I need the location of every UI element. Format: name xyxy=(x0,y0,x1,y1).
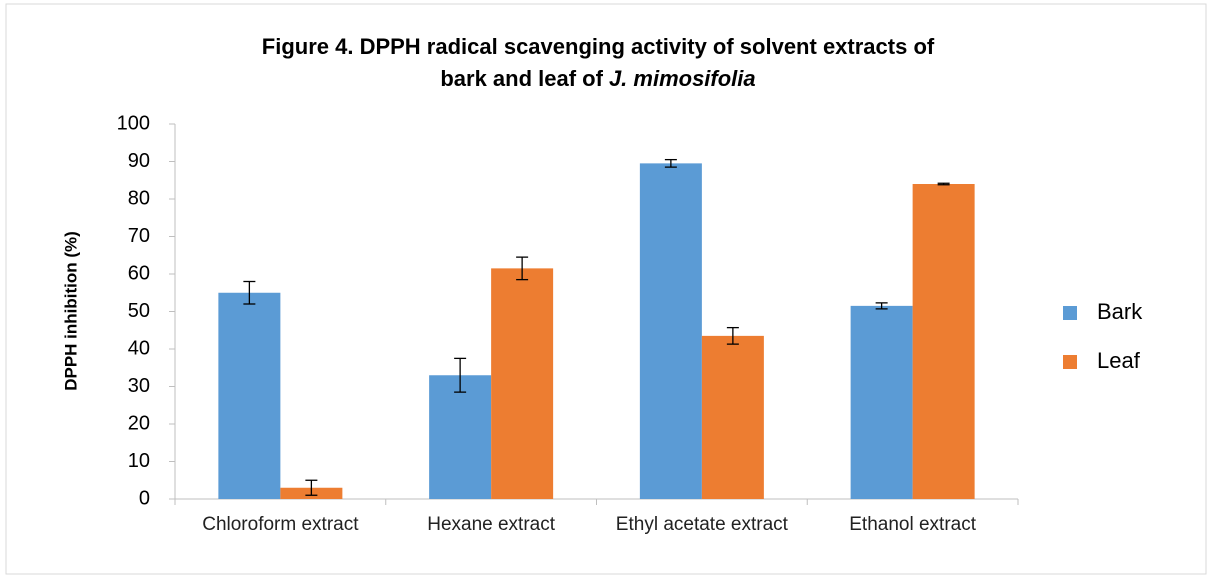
y-tick-label: 100 xyxy=(117,112,150,134)
legend-label: Bark xyxy=(1097,299,1143,324)
chart-title: bark and leaf of J. mimosifolia xyxy=(440,66,755,91)
error-bar xyxy=(516,256,529,281)
legend-swatch xyxy=(1063,355,1077,369)
bar xyxy=(639,163,702,499)
bar xyxy=(491,268,554,499)
error-bar xyxy=(937,182,950,186)
x-tick-label: Hexane extract xyxy=(427,514,556,535)
bar xyxy=(701,335,764,499)
chart-title-part: bark and leaf of xyxy=(440,66,603,91)
error-bar xyxy=(305,479,318,496)
y-tick-label: 70 xyxy=(128,225,150,247)
bar xyxy=(912,184,975,499)
frame xyxy=(5,3,1207,575)
chart-title-italic: J. mimosifolia xyxy=(609,66,756,91)
x-tick-label: Ethyl acetate extract xyxy=(615,514,788,535)
y-tick-label: 0 xyxy=(139,487,150,509)
bar xyxy=(429,375,492,499)
y-tick-label: 80 xyxy=(128,187,150,209)
error-bar xyxy=(664,158,677,168)
x-tick-label: Ethanol extract xyxy=(849,514,976,535)
y-tick-label: 90 xyxy=(128,150,150,172)
bar xyxy=(850,305,913,499)
legend-swatch xyxy=(1063,306,1077,320)
y-tick-label: 10 xyxy=(128,450,150,472)
y-tick-label: 20 xyxy=(128,412,150,434)
y-tick-label: 40 xyxy=(128,337,150,359)
error-bar xyxy=(875,302,888,310)
y-tick-label: 30 xyxy=(128,375,150,397)
x-tick-label: Chloroform extract xyxy=(202,514,359,535)
chart-title: Figure 4. DPPH radical scavenging activi… xyxy=(262,34,935,59)
error-bar xyxy=(726,326,739,345)
y-axis-label: DPPH inhibition (%) xyxy=(61,231,80,391)
bar xyxy=(218,292,281,499)
y-tick-label: 60 xyxy=(128,262,150,284)
error-bar xyxy=(243,280,256,305)
legend-label: Leaf xyxy=(1097,348,1141,373)
error-bar xyxy=(454,357,467,393)
y-tick-label: 50 xyxy=(128,300,150,322)
